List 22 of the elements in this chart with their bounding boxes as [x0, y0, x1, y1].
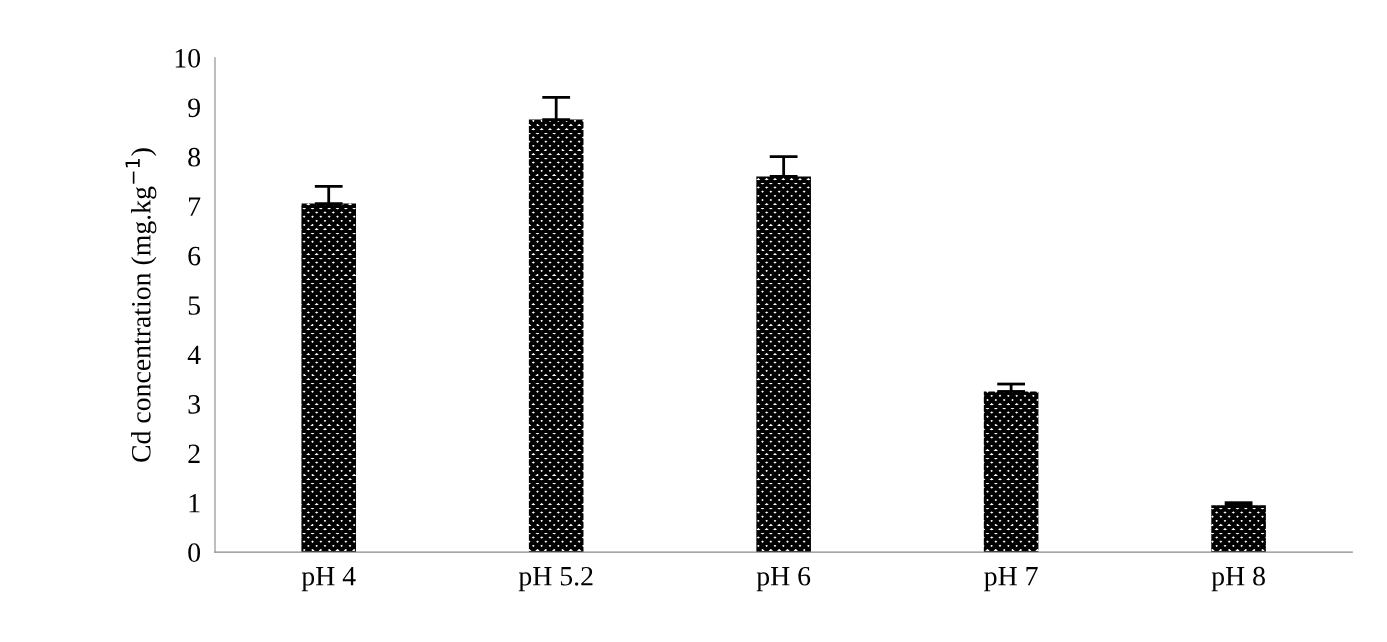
y-tick-label: 8	[188, 147, 201, 167]
y-tick-label: 5	[188, 296, 201, 315]
y-tick-label: 9	[188, 98, 200, 118]
bar	[528, 119, 584, 553]
y-axis-title: Cd concentration (mg.kg$^{−1}$)	[125, 148, 157, 462]
x-tick-label: pH 6	[756, 566, 811, 592]
y-tick-label: 4	[187, 345, 201, 365]
y-tick-label: 3	[188, 395, 201, 414]
y-tick-label: 6	[188, 246, 201, 266]
y-tick-label: 0	[188, 543, 201, 563]
bar	[1211, 505, 1266, 553]
y-tick-label: 10	[175, 48, 201, 68]
bar	[983, 391, 1039, 553]
y-tick-label: 2	[188, 444, 200, 463]
x-tick-label: pH 5.2	[518, 566, 593, 592]
y-tick-label: 7	[189, 197, 201, 216]
bar	[756, 176, 811, 553]
y-tick-label: 1	[189, 493, 200, 513]
x-tick-label: pH 7	[984, 567, 1038, 592]
x-tick-label: pH 4	[301, 567, 356, 592]
x-tick-label: pH 8	[1211, 566, 1265, 592]
bar	[301, 203, 357, 553]
